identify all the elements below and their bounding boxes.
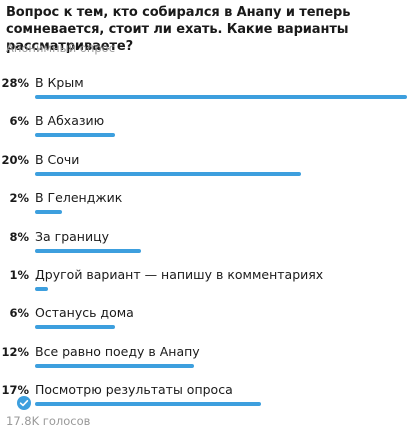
option-label: В Крым	[35, 75, 84, 90]
poll-option[interactable]: 12% Все равно поеду в Анапу	[0, 344, 417, 382]
votes-count[interactable]: 17.8K голосов	[6, 414, 91, 428]
check-circle-icon	[17, 396, 31, 411]
option-label: Останусь дома	[35, 305, 134, 321]
poll-option[interactable]: 6% В Абхазию	[0, 113, 417, 151]
poll-option[interactable]: 6% Останусь дома	[0, 305, 417, 343]
option-percent: 1%	[9, 268, 29, 282]
option-percent: 6%	[9, 114, 29, 129]
option-percent: 8%	[9, 229, 29, 244]
option-label: За границу	[35, 228, 110, 244]
option-label: В Геленджик	[35, 190, 123, 206]
option-result-bar	[35, 325, 115, 330]
option-label: Все равно поеду в Анапу	[35, 343, 200, 359]
poll-option[interactable]: 28% В Крым	[0, 75, 417, 113]
option-percent: 12%	[1, 344, 29, 359]
option-percent: 17%	[1, 383, 29, 398]
option-result-bar	[35, 287, 48, 291]
poll-type-label: Анонимный опрос	[6, 41, 116, 55]
option-result-bar	[35, 363, 194, 368]
option-label: Посмотрю результаты опроса	[35, 382, 233, 398]
poll-option[interactable]: 20% В Сочи	[0, 152, 417, 190]
option-result-bar	[35, 402, 261, 407]
option-percent: 20%	[1, 152, 29, 167]
option-result-bar	[35, 95, 407, 99]
option-percent: 2%	[9, 191, 29, 206]
option-percent: 6%	[9, 306, 29, 321]
poll-option[interactable]: 17% Посмотрю результаты опроса	[0, 382, 417, 420]
option-label: В Сочи	[35, 151, 80, 167]
option-result-bar	[35, 210, 62, 215]
poll-option[interactable]: 1% Другой вариант — напишу в комментариях	[0, 267, 417, 305]
poll-option[interactable]: 2% В Геленджик	[0, 190, 417, 228]
option-result-bar	[35, 133, 115, 138]
poll-question: Вопрос к тем, кто собирался в Анапу и те…	[6, 5, 351, 54]
option-result-bar	[35, 171, 301, 176]
poll-option[interactable]: 8% За границу	[0, 229, 417, 267]
option-label: В Абхазию	[35, 113, 105, 129]
option-label: Другой вариант — напишу в комментариях	[35, 267, 324, 282]
option-percent: 28%	[1, 76, 29, 90]
option-result-bar	[35, 248, 141, 253]
